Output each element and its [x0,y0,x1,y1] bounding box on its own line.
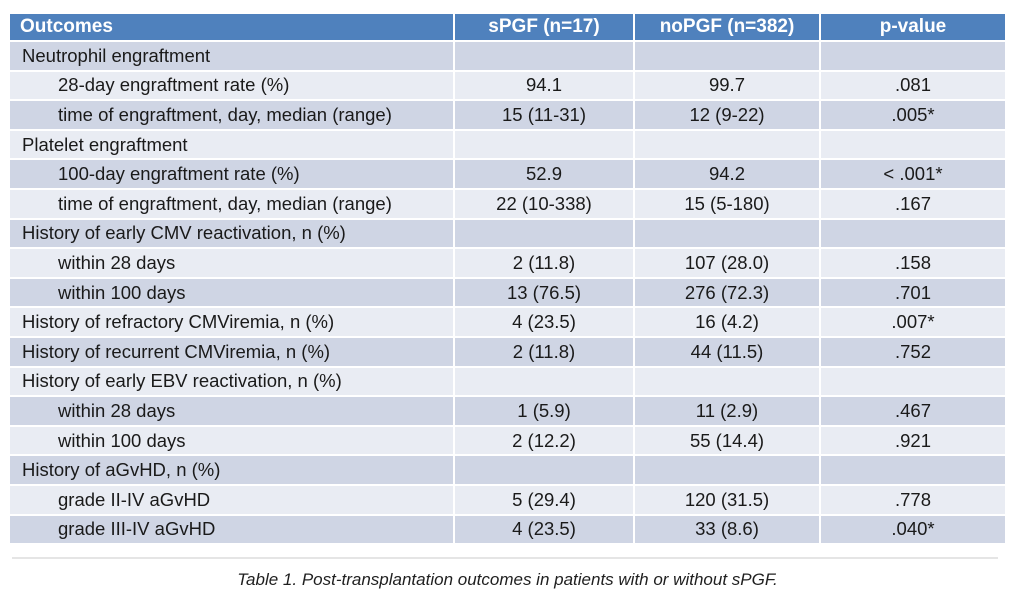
table-row: History of refractory CMViremia, n (%) 4 … [10,308,1005,336]
outcome-label-cell: 100-day engraftment rate (%) [10,160,453,188]
spgf-value-cell: 2 (11.8) [455,337,633,366]
table-row: within 28 days 2 (11.8) 107 (28.0) .158 [10,249,1005,277]
spgf-value-cell: 1 (5.9) [455,397,633,425]
table-row: 100-day engraftment rate (%) 52.9 94.2 < .0… [10,160,1005,188]
p-value-cell [821,367,1005,396]
divider-line [12,557,998,559]
spgf-value-cell: 52.9 [455,160,633,188]
p-value-cell: .158 [821,249,1005,277]
table-header: Outcomes sPGF (n=17) noPGF (n=382) p-val… [10,14,1005,40]
p-value-cell: .778 [821,485,1005,514]
spgf-value-cell [455,130,633,159]
outcome-label-cell: History of refractory CMViremia, n (%) [10,308,453,336]
outcome-label-cell: grade III-IV aGvHD [10,515,453,544]
outcome-label-cell: within 100 days [10,426,453,455]
nopgf-value-cell [635,219,819,248]
spgf-value-cell: 2 (12.2) [455,426,633,455]
nopgf-value-cell [635,456,819,484]
nopgf-value-cell [635,130,819,159]
outcome-label-cell: within 28 days [10,249,453,277]
p-value-cell: .081 [821,71,1005,100]
nopgf-value-cell [635,42,819,70]
table-row: grade II-IV aGvHD 5 (29.4) 120 (31.5) .778 [10,485,1005,514]
column-header-outcomes: Outcomes [10,14,453,40]
table-row: Platelet engraftment [10,130,1005,159]
table-row: History of early EBV reactivation, n (%) [10,367,1005,396]
spgf-value-cell: 5 (29.4) [455,485,633,514]
table-row: History of aGvHD, n (%) [10,456,1005,484]
table-row: within 100 days 13 (76.5) 276 (72.3) .701 [10,278,1005,307]
nopgf-value-cell: 16 (4.2) [635,308,819,336]
outcome-label-cell: History of recurrent CMViremia, n (%) [10,337,453,366]
table-row: time of engraftment, day, median (range)… [10,101,1005,129]
table-row: History of recurrent CMViremia, n (%) 2 (… [10,337,1005,366]
spgf-value-cell [455,219,633,248]
nopgf-value-cell [635,367,819,396]
p-value-cell [821,219,1005,248]
table-row: 28-day engraftment rate (%) 94.1 99.7.081 [10,71,1005,100]
outcome-label-cell: time of engraftment, day, median (range) [10,101,453,129]
outcome-label-cell: within 28 days [10,397,453,425]
nopgf-value-cell: 55 (14.4) [635,426,819,455]
outcome-label-cell: History of early EBV reactivation, n (%) [10,367,453,396]
p-value-cell: .005* [821,101,1005,129]
outcome-label-cell: within 100 days [10,278,453,307]
outcome-label-cell: time of engraftment, day, median (range) [10,189,453,218]
outcome-label-cell: Platelet engraftment [10,130,453,159]
outcome-label-cell: History of early CMV reactivation, n (%) [10,219,453,248]
nopgf-value-cell: 99.7 [635,71,819,100]
spgf-value-cell: 2 (11.8) [455,249,633,277]
spgf-value-cell: 15 (11-31) [455,101,633,129]
spgf-value-cell: 4 (23.5) [455,308,633,336]
table-row: History of early CMV reactivation, n (%) [10,219,1005,248]
nopgf-value-cell: 276 (72.3) [635,278,819,307]
outcome-label-cell: History of aGvHD, n (%) [10,456,453,484]
p-value-cell: .752 [821,337,1005,366]
outcomes-table: Outcomes sPGF (n=17) noPGF (n=382) p-val… [8,12,1007,545]
p-value-cell: .040* [821,515,1005,544]
spgf-value-cell: 22 (10-338) [455,189,633,218]
nopgf-value-cell: 15 (5-180) [635,189,819,218]
spgf-value-cell: 13 (76.5) [455,278,633,307]
column-header-pvalue: p-value [821,14,1005,40]
nopgf-value-cell: 12 (9-22) [635,101,819,129]
table-row: within 28 days 1 (5.9) 11 (2.9) .467 [10,397,1005,425]
p-value-cell: .007* [821,308,1005,336]
outcome-label-cell: grade II-IV aGvHD [10,485,453,514]
header-row: Outcomes sPGF (n=17) noPGF (n=382) p-val… [10,14,1005,40]
outcomes-table-container: Outcomes sPGF (n=17) noPGF (n=382) p-val… [8,12,1007,545]
spgf-value-cell [455,367,633,396]
outcome-label-cell: 28-day engraftment rate (%) [10,71,453,100]
table-row: time of engraftment, day, median (range)… [10,189,1005,218]
nopgf-value-cell: 94.2 [635,160,819,188]
column-header-nopgf: noPGF (n=382) [635,14,819,40]
outcome-label-cell: Neutrophil engraftment [10,42,453,70]
p-value-cell [821,130,1005,159]
spgf-value-cell: 4 (23.5) [455,515,633,544]
nopgf-value-cell: 107 (28.0) [635,249,819,277]
p-value-cell [821,42,1005,70]
p-value-cell [821,456,1005,484]
nopgf-value-cell: 44 (11.5) [635,337,819,366]
p-value-cell: .701 [821,278,1005,307]
p-value-cell: < .001* [821,160,1005,188]
table-row: Neutrophil engraftment [10,42,1005,70]
p-value-cell: .167 [821,189,1005,218]
table-row: grade III-IV aGvHD 4 (23.5) 33 (8.6) .040* [10,515,1005,544]
table-row: within 100 days 2 (12.2) 55 (14.4) .921 [10,426,1005,455]
nopgf-value-cell: 11 (2.9) [635,397,819,425]
column-header-spgf: sPGF (n=17) [455,14,633,40]
nopgf-value-cell: 120 (31.5) [635,485,819,514]
p-value-cell: .467 [821,397,1005,425]
table-body: Neutrophil engraftment 28-day engraftment… [10,42,1005,544]
table-caption: Table 1. Post-transplantation outcomes i… [237,570,778,589]
p-value-cell: .921 [821,426,1005,455]
spgf-value-cell: 94.1 [455,71,633,100]
spgf-value-cell [455,42,633,70]
nopgf-value-cell: 33 (8.6) [635,515,819,544]
spgf-value-cell [455,456,633,484]
